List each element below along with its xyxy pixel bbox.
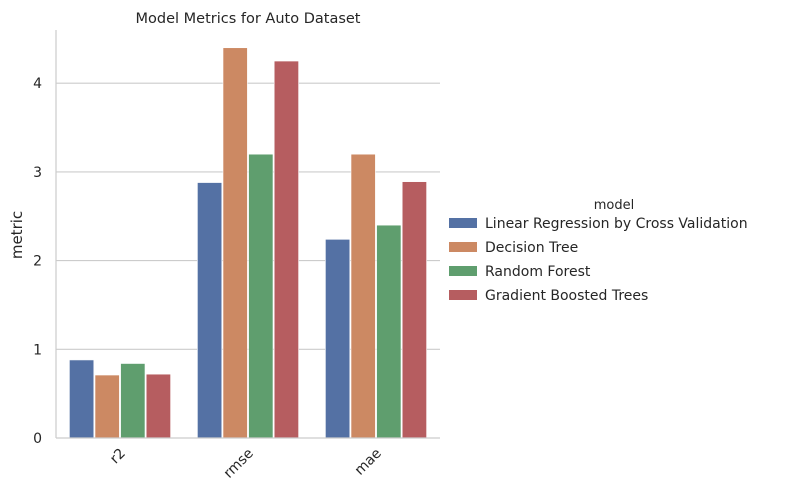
- y-tick-label: 0: [33, 431, 42, 447]
- gridlines: [56, 82, 440, 350]
- y-tick-labels: 0 1 2 3 4: [33, 76, 42, 447]
- bar: [248, 153, 274, 439]
- legend-label: Linear Regression by Cross Validation: [485, 216, 748, 232]
- legend: model Linear Regression by Cross Validat…: [449, 198, 748, 304]
- bar: [145, 373, 171, 439]
- legend-label: Decision Tree: [485, 240, 578, 256]
- y-axis-title: metric: [8, 211, 26, 259]
- x-tick-labels: r2 rmse mae: [107, 446, 385, 482]
- bar: [197, 182, 223, 439]
- bar: [222, 47, 248, 439]
- bar: [273, 60, 299, 439]
- x-tick-label: mae: [352, 446, 385, 479]
- y-tick-label: 1: [33, 342, 42, 358]
- legend-swatch: [449, 290, 477, 300]
- legend-swatch: [449, 242, 477, 252]
- bar: [69, 359, 95, 439]
- bar: [94, 374, 120, 439]
- x-tick-label: r2: [107, 446, 129, 468]
- y-tick-label: 3: [33, 165, 42, 181]
- bars: [69, 47, 427, 439]
- legend-title: model: [594, 198, 634, 213]
- bar: [350, 153, 376, 439]
- legend-label: Gradient Boosted Trees: [485, 288, 648, 304]
- y-tick-label: 2: [33, 254, 42, 270]
- legend-swatch: [449, 218, 477, 228]
- legend-swatch: [449, 266, 477, 276]
- legend-label: Random Forest: [485, 264, 591, 280]
- chart-title: Model Metrics for Auto Dataset: [136, 11, 361, 27]
- x-tick-label: rmse: [221, 446, 257, 482]
- bar: [401, 181, 427, 439]
- bar: [120, 363, 146, 439]
- y-tick-label: 4: [33, 76, 42, 92]
- bar: [325, 239, 351, 439]
- bar: [376, 224, 402, 439]
